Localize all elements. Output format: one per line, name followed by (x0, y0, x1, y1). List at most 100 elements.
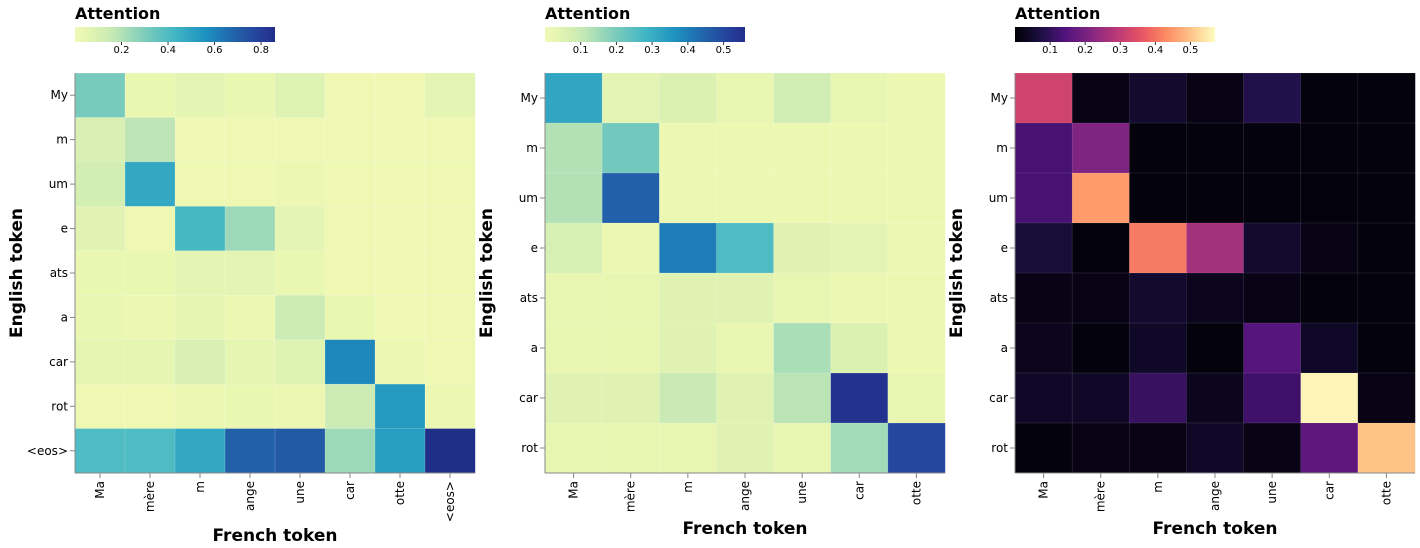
heatmap-cell (124, 294, 176, 341)
heatmap-cell (1243, 322, 1302, 374)
heatmap-cell (274, 383, 326, 430)
heatmap-cell (1357, 422, 1416, 474)
x-axis-title: French token (1153, 519, 1278, 539)
heatmap-cell (124, 161, 176, 207)
heatmap-cell (1014, 372, 1073, 424)
heatmap-cell (1243, 422, 1302, 474)
heatmap-cell (224, 250, 276, 296)
heatmap-cell (124, 383, 176, 430)
y-tick-label: um (49, 177, 68, 191)
heatmap-cell (74, 72, 126, 118)
heatmap-cell (716, 222, 775, 274)
y-axis-title: English token (7, 208, 27, 338)
heatmap-cell (424, 161, 476, 207)
heatmap-cell (1014, 222, 1073, 274)
heatmap-cell (174, 206, 226, 252)
heatmap-cell (74, 383, 126, 430)
x-tick-label: m (681, 481, 695, 493)
y-tick-label: <eos> (27, 444, 68, 458)
heatmap-cell (174, 428, 226, 474)
legend-tick-label: 0.2 (1077, 45, 1093, 56)
heatmap-cell (274, 294, 326, 341)
legend-colorbar (75, 27, 275, 42)
heatmap-cell (601, 122, 660, 174)
legend-tick-label: 0.5 (1182, 45, 1198, 56)
x-tick-label: une (1265, 481, 1279, 504)
heatmap-cell (716, 172, 775, 224)
heatmap-cell (224, 428, 276, 474)
x-tick-label: Ma (567, 481, 581, 499)
heatmap-cell (1071, 422, 1130, 474)
x-tick-label: ange (243, 481, 257, 511)
heatmap-cell (224, 161, 276, 207)
legend-tick-label: 0.1 (1042, 45, 1058, 56)
heatmap-cell (324, 161, 376, 207)
heatmap-cell (374, 383, 426, 430)
heatmap-cell (74, 161, 126, 207)
heatmap-cell (324, 250, 376, 296)
heatmap-cell (1300, 422, 1359, 474)
heatmap-cell (274, 117, 326, 163)
heatmap-cell (74, 339, 126, 385)
heatmap-cell (544, 372, 603, 424)
heatmap-cell (830, 372, 889, 424)
y-axis-title: English token (477, 208, 497, 338)
heatmap-cell (544, 422, 603, 474)
heatmap-cell (1243, 122, 1302, 174)
y-tick-label: My (51, 88, 68, 102)
heatmap-cell (1014, 422, 1073, 474)
heatmap-cell (324, 383, 376, 430)
heatmap-cell (1357, 222, 1416, 274)
heatmap-cell (1071, 272, 1130, 324)
x-tick-label: car (343, 481, 357, 500)
heatmap-cell (830, 172, 889, 224)
heatmap-panel-2: Attention 0.1 0.2 0.3 0.4 0.5 My m um e ats a car rot… (477, 4, 946, 539)
y-tick-label: um (989, 191, 1008, 205)
y-tick-label: a (1001, 341, 1008, 355)
heatmap-cell (124, 339, 176, 385)
legend-title: Attention (545, 4, 630, 23)
heatmap-cell (1300, 222, 1359, 274)
heatmap-cell (1014, 322, 1073, 374)
heatmap-cell (1357, 272, 1416, 324)
legend-tick-label: 0.4 (1147, 45, 1163, 56)
y-tick-label: m (56, 133, 68, 147)
heatmap-cell (659, 222, 717, 274)
y-tick-label: a (61, 310, 68, 324)
heatmap-cell (544, 222, 603, 274)
x-tick-label: otte (1379, 481, 1393, 505)
x-tick-label: m (193, 481, 207, 493)
heatmap-cell (1300, 372, 1359, 424)
heatmap-cell (887, 222, 946, 274)
heatmap-cell (887, 272, 946, 324)
x-tick-label: une (795, 481, 809, 504)
heatmap-cell (224, 117, 276, 163)
heatmap-cell (1357, 172, 1416, 224)
heatmap-cell (544, 272, 603, 324)
heatmap-cell (1071, 122, 1130, 174)
heatmap-cell (1014, 72, 1073, 124)
x-tick-label: otte (909, 481, 923, 505)
x-tick-label: m (1151, 481, 1165, 493)
heatmap-cell (716, 322, 775, 374)
x-axis-title: French token (213, 526, 338, 546)
heatmap-cell (1186, 72, 1245, 124)
legend-title: Attention (1015, 4, 1100, 23)
heatmap-cell (1186, 122, 1245, 174)
heatmap-cell (773, 272, 832, 324)
heatmap-cell (1129, 72, 1187, 124)
x-tick-label: Ma (1037, 481, 1051, 499)
heatmap-cell (374, 161, 426, 207)
heatmap-cell (274, 339, 326, 385)
heatmap-panel-3: Attention 0.1 0.2 0.3 0.4 0.5 My m um e ats a car rot… (947, 4, 1416, 539)
y-tick-label: e (1001, 241, 1008, 255)
heatmap-cell (887, 372, 946, 424)
heatmap-cell (174, 250, 226, 296)
y-tick-label: My (991, 91, 1008, 105)
heatmap-cell (224, 294, 276, 341)
heatmap-cell (544, 322, 603, 374)
heatmap-cell (424, 72, 476, 118)
y-tick-label: e (531, 241, 538, 255)
heatmap-cell (1300, 322, 1359, 374)
